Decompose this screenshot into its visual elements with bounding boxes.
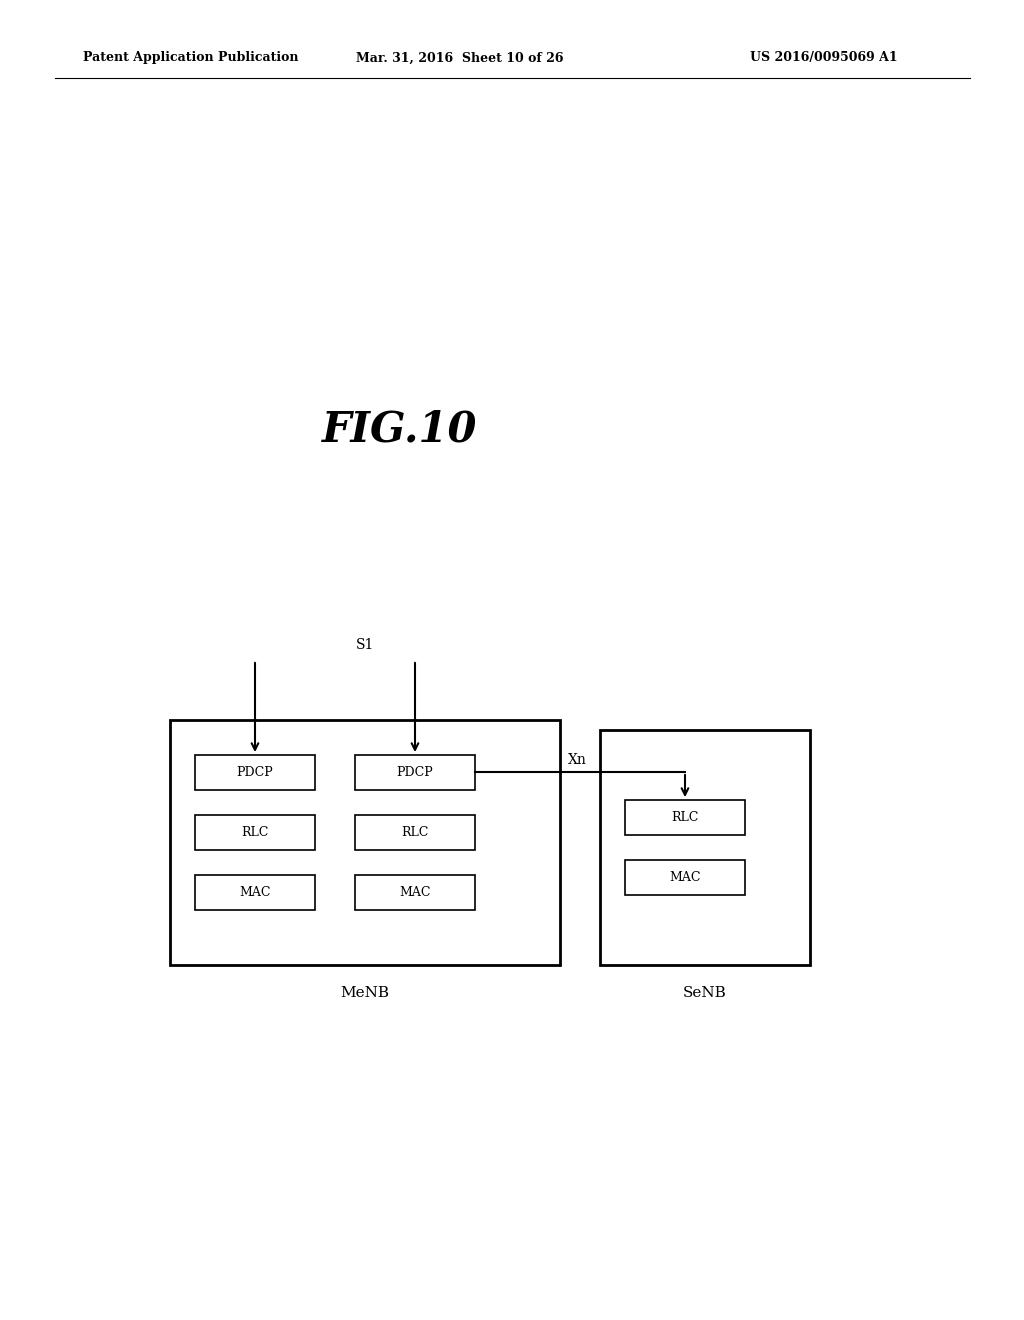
Text: Mar. 31, 2016  Sheet 10 of 26: Mar. 31, 2016 Sheet 10 of 26 xyxy=(356,51,564,65)
Text: SeNB: SeNB xyxy=(683,986,727,1001)
Text: Patent Application Publication: Patent Application Publication xyxy=(83,51,299,65)
Text: RLC: RLC xyxy=(242,826,268,840)
Text: MAC: MAC xyxy=(670,871,700,884)
Text: FIG.10: FIG.10 xyxy=(323,409,478,451)
Bar xyxy=(600,730,810,965)
Text: PDCP: PDCP xyxy=(237,766,273,779)
Text: MAC: MAC xyxy=(399,886,431,899)
Text: Xn: Xn xyxy=(568,752,587,767)
Bar xyxy=(170,719,560,965)
Bar xyxy=(195,814,315,850)
Bar xyxy=(355,875,475,909)
Bar xyxy=(355,755,475,789)
Bar xyxy=(625,800,745,836)
Text: PDCP: PDCP xyxy=(396,766,433,779)
Bar xyxy=(355,814,475,850)
Text: US 2016/0095069 A1: US 2016/0095069 A1 xyxy=(750,51,898,65)
Bar xyxy=(195,755,315,789)
Text: RLC: RLC xyxy=(672,810,698,824)
Bar xyxy=(625,861,745,895)
Bar xyxy=(195,875,315,909)
Text: S1: S1 xyxy=(355,638,374,652)
Text: RLC: RLC xyxy=(401,826,429,840)
Text: MeNB: MeNB xyxy=(341,986,389,1001)
Text: MAC: MAC xyxy=(240,886,270,899)
